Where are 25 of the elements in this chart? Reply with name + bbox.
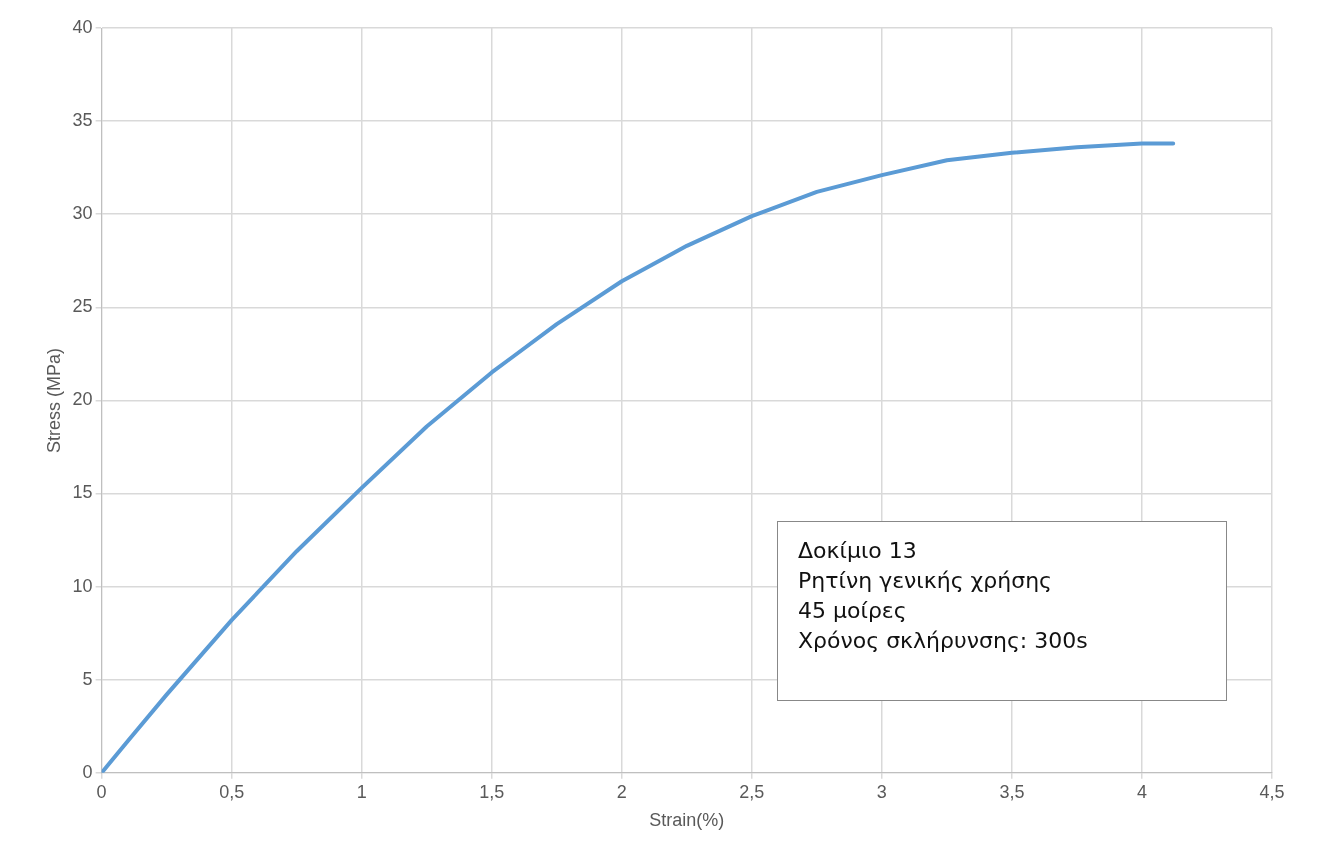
y-tick-label: 15 [72, 482, 93, 503]
y-tick-label: 25 [72, 296, 93, 317]
x-tick-label: 3,5 [999, 781, 1025, 802]
y-tick-label: 10 [72, 575, 93, 596]
y-tick-label: 35 [72, 110, 93, 131]
x-tick-label: 4 [1136, 781, 1147, 802]
y-axis-title: Stress (MPa) [43, 347, 64, 453]
y-tick-label: 40 [72, 16, 93, 37]
x-tick-label: 1,5 [479, 781, 505, 802]
annotation: Ρητίνη γενικής χρήσης [798, 567, 1053, 595]
y-tick-label: 30 [72, 203, 93, 224]
x-tick-label: 0 [96, 781, 107, 802]
x-tick-label: 0,5 [219, 781, 245, 802]
x-tick-label: 2 [616, 781, 627, 802]
x-tick-label: 4,5 [1259, 781, 1285, 802]
x-tick-label: 1 [356, 781, 367, 802]
annotation: 45 μοίρες [798, 597, 908, 625]
y-tick-label: 0 [82, 761, 93, 782]
y-tick-label: 20 [72, 389, 93, 410]
x-tick-label: 2,5 [739, 781, 765, 802]
annotation: Χρόνος σκλήρυνσης: 300s [798, 627, 1089, 655]
x-tick-label: 3 [876, 781, 887, 802]
annotation: Δοκίμιο 13 [798, 537, 918, 565]
x-axis-title: Strain(%) [649, 810, 725, 831]
y-tick-label: 5 [82, 668, 93, 689]
